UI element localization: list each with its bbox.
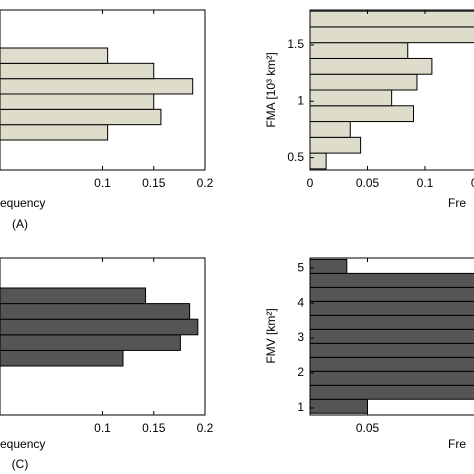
x-tick-label: 0.1 — [417, 176, 434, 190]
bar — [0, 108, 162, 126]
bar — [309, 356, 474, 372]
bar — [309, 26, 474, 44]
x-axis-label: Fre — [448, 196, 466, 210]
y-tick-label: 1 — [297, 400, 304, 414]
bar — [309, 286, 474, 302]
bar — [309, 328, 474, 344]
bar — [309, 136, 362, 154]
x-axis-label: Fre — [448, 437, 466, 451]
x-tick-label: 0.2 — [197, 421, 214, 435]
bar — [309, 10, 474, 28]
bar — [309, 342, 474, 358]
bar — [0, 318, 199, 336]
bar — [309, 314, 474, 330]
bar — [0, 349, 124, 367]
bar — [309, 398, 368, 414]
x-tick-label: 0 — [307, 176, 314, 190]
x-tick-label: 0.15 — [142, 421, 166, 435]
bar — [0, 93, 155, 110]
bar — [0, 47, 109, 64]
bar — [309, 152, 327, 170]
bar — [309, 73, 418, 91]
panel-caption: (C) — [12, 457, 29, 471]
y-tick-label: 4 — [297, 295, 304, 309]
x-axis-label: equency — [0, 196, 45, 210]
y-tick-label: 2 — [297, 365, 304, 379]
y-tick-label: 0.5 — [287, 150, 304, 164]
y-tick-label: 5 — [297, 260, 304, 274]
panel-caption: (A) — [12, 217, 28, 231]
bar — [309, 272, 474, 288]
y-tick-label: 1 — [297, 93, 304, 107]
bar — [309, 384, 474, 400]
bar — [0, 78, 194, 95]
bar — [309, 89, 393, 107]
bar — [0, 303, 191, 320]
bar — [0, 287, 147, 305]
bar — [0, 334, 181, 351]
x-axis-label: equency — [0, 437, 45, 451]
y-tick-label: 3 — [297, 330, 304, 344]
bar — [0, 124, 109, 141]
x-tick-label: 0.15 — [471, 176, 474, 190]
x-tick-label: 0.15 — [142, 176, 166, 190]
y-tick-label: 1.5 — [287, 37, 304, 51]
y-axis-label: FMV [km²] — [264, 308, 278, 363]
x-tick-label: 0.05 — [356, 421, 380, 435]
x-tick-label: 0.2 — [197, 176, 214, 190]
bar — [309, 300, 474, 316]
bar — [309, 258, 348, 274]
bar — [309, 370, 474, 386]
x-tick-label: 0.1 — [94, 176, 111, 190]
bar — [309, 57, 433, 75]
x-tick-label: 0.05 — [356, 176, 380, 190]
bar — [0, 62, 155, 80]
bar — [309, 42, 409, 59]
y-axis-label: FMA [10³ km²] — [264, 52, 278, 127]
axes-box — [309, 257, 474, 416]
bar — [309, 105, 414, 123]
x-tick-label: 0.1 — [94, 421, 111, 435]
bar — [309, 121, 351, 138]
